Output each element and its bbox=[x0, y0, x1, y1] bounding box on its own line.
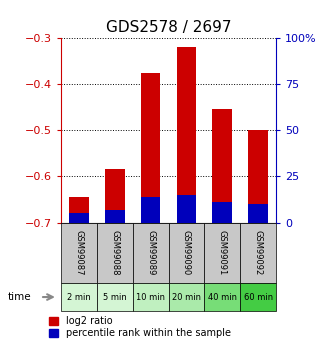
Text: 20 min: 20 min bbox=[172, 293, 201, 302]
Text: 40 min: 40 min bbox=[208, 293, 237, 302]
Bar bbox=[177, 47, 196, 223]
Text: GSM99087: GSM99087 bbox=[74, 230, 83, 275]
Text: 2 min: 2 min bbox=[67, 293, 91, 302]
Bar bbox=[141, 72, 160, 223]
Title: GDS2578 / 2697: GDS2578 / 2697 bbox=[106, 20, 231, 36]
Bar bbox=[105, 169, 125, 223]
Bar bbox=[213, 109, 232, 223]
Text: GSM99090: GSM99090 bbox=[182, 230, 191, 275]
Text: time: time bbox=[8, 292, 32, 302]
Bar bbox=[177, 195, 196, 223]
Bar bbox=[141, 197, 160, 223]
Text: 5 min: 5 min bbox=[103, 293, 126, 302]
Bar bbox=[105, 210, 125, 223]
Text: GSM99092: GSM99092 bbox=[254, 230, 263, 275]
Bar bbox=[69, 197, 89, 223]
Text: GSM99091: GSM99091 bbox=[218, 230, 227, 275]
Text: GSM99089: GSM99089 bbox=[146, 230, 155, 275]
Bar bbox=[248, 204, 268, 223]
Bar bbox=[213, 202, 232, 223]
Legend: log2 ratio, percentile rank within the sample: log2 ratio, percentile rank within the s… bbox=[49, 316, 230, 338]
Bar bbox=[248, 130, 268, 223]
Bar bbox=[69, 213, 89, 223]
Text: 10 min: 10 min bbox=[136, 293, 165, 302]
Text: 60 min: 60 min bbox=[244, 293, 273, 302]
Text: GSM99088: GSM99088 bbox=[110, 230, 119, 275]
